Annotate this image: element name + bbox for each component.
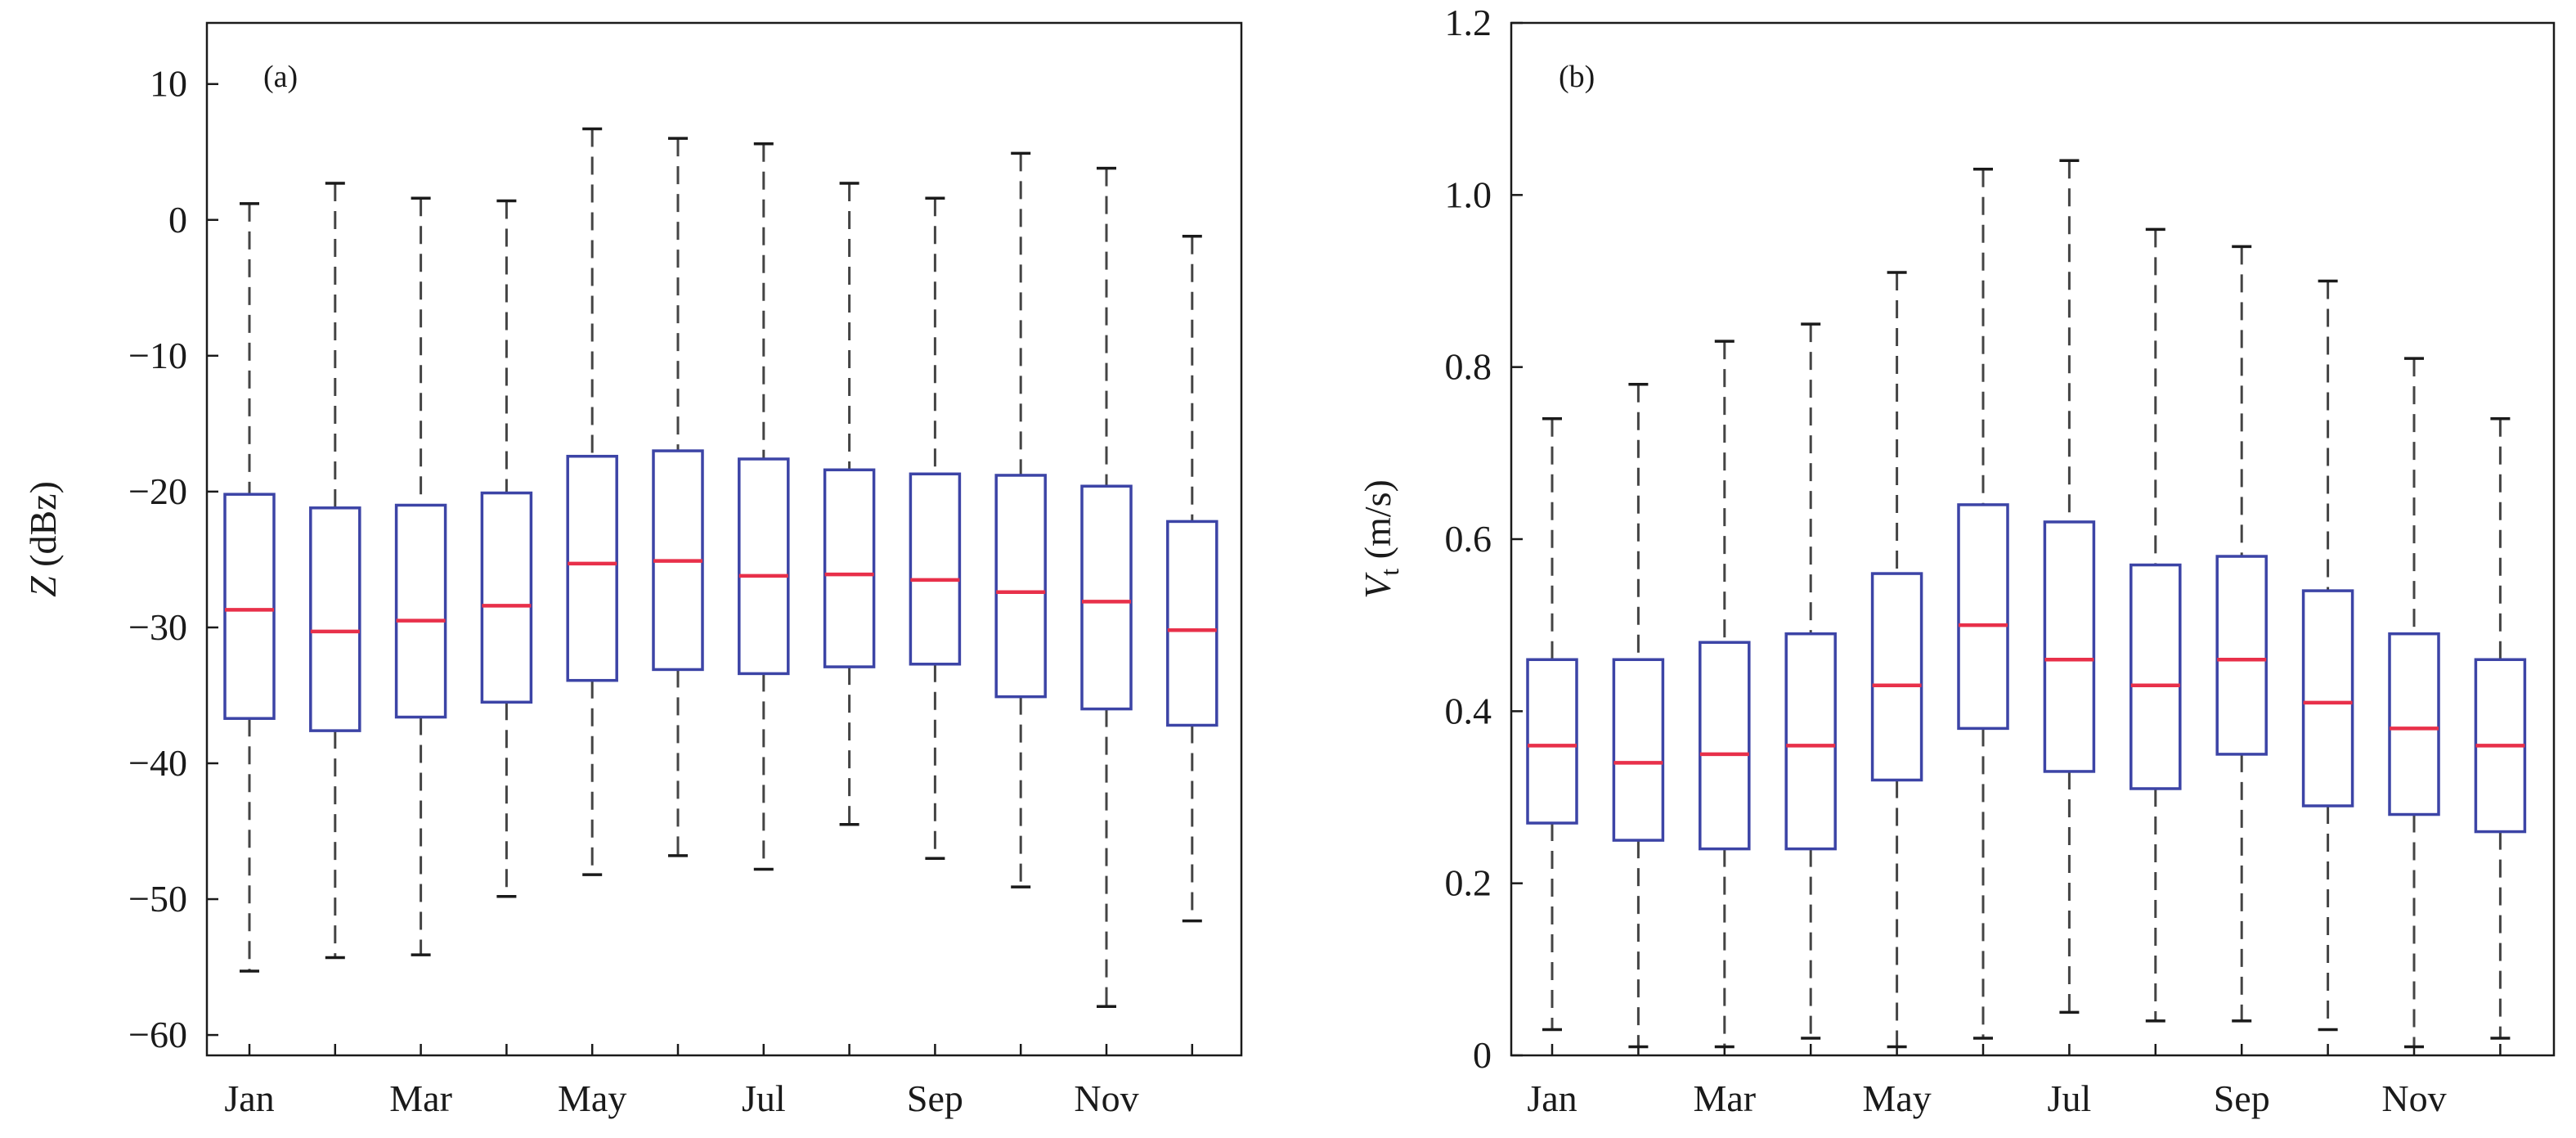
x-tick-label: May [558, 1077, 626, 1119]
box-feb [309, 182, 361, 960]
y-tick-label: −20 [128, 470, 187, 512]
x-tick-label: Sep [2214, 1077, 2270, 1119]
x-tick-label: Nov [1074, 1077, 1138, 1119]
y-tick-label: 1.0 [1445, 173, 1492, 215]
x-tick-label: Jan [224, 1077, 274, 1119]
box-feb [1612, 382, 1665, 1049]
y-axis-label-unit: (m/s) [1357, 479, 1398, 569]
box-jan [223, 202, 276, 973]
box-apr [1784, 322, 1837, 1040]
x-tick-label: Mar [1693, 1077, 1756, 1119]
x-tick-label: May [1862, 1077, 1931, 1119]
y-tick-label: −30 [128, 606, 187, 648]
plot-frame [205, 21, 1243, 1057]
box-oct [2301, 279, 2354, 1032]
box-jun [1957, 168, 2009, 1040]
panel-a-reflectivity-boxplot: 10 0 −10 −20 −30 −40 −50 −60 Z (dBz) (a) Jan Mar May… [22, 21, 1243, 1119]
y-tick-label: 0.4 [1445, 690, 1492, 731]
x-tick-label: Mar [389, 1077, 452, 1119]
x-tick-label: Jul [2048, 1077, 2092, 1119]
y-axis-label-symbol: Z [22, 576, 64, 597]
interquartile-box [2043, 520, 2096, 773]
box-dec [1166, 234, 1218, 923]
interquartile-box [1526, 658, 1578, 825]
y-tick-label: 0 [168, 199, 187, 241]
y-axis-label-unit: (dBz) [22, 481, 64, 576]
interquartile-box [823, 468, 876, 668]
x-tick-label: Jul [742, 1077, 786, 1119]
interquartile-box [309, 506, 361, 732]
y-tick-label: −50 [128, 878, 187, 920]
panel-label: (a) [263, 60, 298, 94]
interquartile-box [2129, 563, 2182, 790]
interquartile-box [994, 474, 1047, 699]
panel-label: (b) [1559, 60, 1595, 94]
box-nov [2388, 357, 2440, 1049]
y-axis-label: Z (dBz) [22, 481, 64, 597]
y-tick-label: −60 [128, 1014, 187, 1055]
interquartile-box [2301, 589, 2354, 807]
interquartile-box [566, 454, 618, 682]
y-tick-label: 0 [1473, 1034, 1492, 1076]
interquartile-box [1612, 658, 1665, 842]
interquartile-box [909, 472, 962, 666]
interquartile-box [480, 491, 533, 704]
interquartile-box [2215, 555, 2268, 756]
box-aug [823, 182, 876, 826]
x-tick-label: Nov [2381, 1077, 2446, 1119]
box-oct [994, 151, 1047, 888]
interquartile-box [1957, 503, 2009, 731]
box-aug [2129, 227, 2182, 1023]
interquartile-box [1784, 632, 1837, 851]
box-dec [2474, 417, 2527, 1040]
x-tick-label: Jan [1527, 1077, 1577, 1119]
box-jun [652, 137, 704, 857]
y-axis-label-subscript: t [1375, 569, 1404, 576]
panel-b-velocity-boxplot: 0 0.2 0.4 0.6 0.8 1.0 1.2 Vt (m/s) (b) Jan Mar May J… [1357, 2, 2556, 1119]
x-tick-label: Sep [907, 1077, 963, 1119]
y-axis-label: Vt (m/s) [1357, 479, 1404, 599]
box-sep [2215, 245, 2268, 1023]
y-axis-label-symbol: V [1357, 572, 1398, 599]
box-mar [1699, 340, 1751, 1049]
box-may [566, 127, 618, 876]
interquartile-box [738, 457, 790, 676]
interquartile-box [2388, 632, 2440, 816]
y-tick-label: 10 [150, 63, 187, 105]
interquartile-box [223, 493, 276, 720]
y-tick-label: −10 [128, 335, 187, 376]
y-tick-label: 0.8 [1445, 346, 1492, 388]
box-may [1870, 271, 1923, 1049]
box-jul [738, 142, 790, 871]
box-mar [394, 196, 447, 956]
interquartile-box [1166, 520, 1218, 727]
box-nov [1080, 166, 1133, 1008]
box-sep [909, 196, 962, 860]
y-tick-label: 0.6 [1445, 518, 1492, 560]
y-tick-label: 1.2 [1445, 2, 1492, 43]
interquartile-box [394, 503, 447, 719]
plot-frame [1510, 21, 2556, 1057]
y-tick-label: −40 [128, 742, 187, 784]
interquartile-box [1870, 572, 1923, 782]
y-tick-label: 0.2 [1445, 862, 1492, 904]
interquartile-box [1080, 484, 1133, 711]
interquartile-box [1699, 641, 1751, 851]
box-apr [480, 199, 533, 898]
box-jan [1526, 417, 1578, 1032]
box-jul [2043, 159, 2096, 1014]
